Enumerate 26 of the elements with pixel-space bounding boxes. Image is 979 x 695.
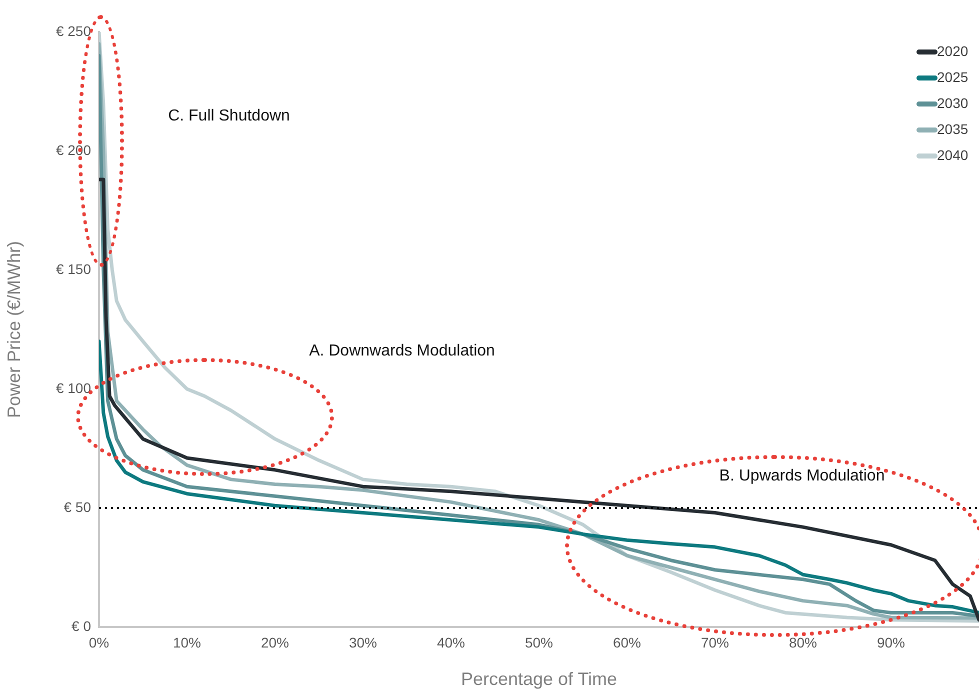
legend-label: 2035	[937, 120, 968, 137]
y-tick-label: € 0	[72, 618, 92, 634]
y-tick-label: € 100	[56, 380, 92, 396]
legend-label: 2020	[937, 42, 968, 59]
y-tick-label: € 50	[64, 498, 92, 515]
y-axis-title: Power Price (€/MWhr)	[4, 240, 24, 418]
x-tick-label: 30%	[348, 634, 378, 650]
x-tick-label: 90%	[876, 634, 906, 650]
y-tick-label: € 200	[56, 142, 92, 158]
x-tick-label: 80%	[788, 634, 818, 650]
x-tick-label: 50%	[524, 634, 554, 650]
x-tick-label: 60%	[612, 634, 642, 650]
x-axis-title: Percentage of Time	[460, 669, 618, 690]
x-tick-label: 10%	[172, 634, 202, 650]
x-tick-label: 70%	[700, 634, 730, 650]
y-tick-label: € 150	[56, 260, 92, 277]
y-tick-label: € 250	[56, 22, 92, 39]
annotation: A. Downwards Modulation	[309, 342, 495, 360]
x-tick-label: 40%	[436, 634, 466, 650]
legend-label: 2025	[937, 68, 968, 85]
x-tick-label: 0%	[88, 634, 110, 650]
legend-label: 2030	[937, 94, 968, 111]
x-tick-label: 20%	[260, 634, 290, 650]
annotation: C. Full Shutdown	[168, 107, 290, 124]
legend-label: 2040	[937, 146, 968, 163]
annotation: B. Upwards Modulation	[719, 467, 885, 484]
